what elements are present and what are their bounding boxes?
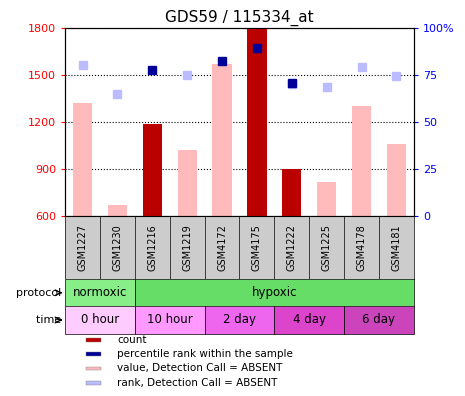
Bar	[387, 144, 406, 216]
Bar	[135, 307, 205, 333]
Text: GSM4175: GSM4175	[252, 224, 262, 271]
Text: GSM1219: GSM1219	[182, 224, 192, 271]
Bar	[108, 205, 127, 216]
Bar	[73, 103, 92, 216]
Bar	[86, 352, 100, 356]
Bar	[86, 338, 100, 342]
Bar	[213, 64, 232, 216]
Text: protocol: protocol	[16, 288, 65, 298]
Text: normoxic: normoxic	[73, 286, 127, 299]
Bar	[247, 29, 266, 216]
Bar	[178, 150, 197, 216]
Text: GSM1222: GSM1222	[287, 224, 297, 271]
Text: 6 day: 6 day	[363, 314, 395, 326]
Text: GSM4172: GSM4172	[217, 224, 227, 271]
Text: time: time	[36, 315, 65, 325]
Bar	[205, 307, 274, 333]
Text: value, Detection Call = ABSENT: value, Detection Call = ABSENT	[117, 364, 283, 373]
Text: count: count	[117, 335, 147, 345]
Text: rank, Detection Call = ABSENT: rank, Detection Call = ABSENT	[117, 378, 278, 388]
Text: GSM4178: GSM4178	[357, 224, 366, 271]
Bar	[352, 106, 371, 216]
Text: GSM1227: GSM1227	[78, 224, 87, 271]
Text: percentile rank within the sample: percentile rank within the sample	[117, 349, 293, 359]
Title: GDS59 / 115334_at: GDS59 / 115334_at	[165, 10, 314, 27]
Text: 10 hour: 10 hour	[147, 314, 193, 326]
Text: 2 day: 2 day	[223, 314, 256, 326]
Text: 0 hour: 0 hour	[81, 314, 119, 326]
Text: hypoxic: hypoxic	[252, 286, 297, 299]
Bar	[344, 307, 414, 333]
Text: GSM1230: GSM1230	[113, 224, 122, 271]
Bar	[65, 307, 135, 333]
Bar	[65, 279, 135, 307]
Bar	[274, 307, 344, 333]
Bar	[317, 182, 336, 216]
Text: 4 day: 4 day	[293, 314, 325, 326]
Bar	[135, 279, 414, 307]
Text: GSM1216: GSM1216	[147, 224, 157, 271]
Text: GSM4181: GSM4181	[392, 225, 401, 271]
Bar	[86, 381, 100, 385]
Bar	[282, 169, 301, 216]
Bar	[86, 367, 100, 370]
Bar	[143, 124, 162, 216]
Text: GSM1225: GSM1225	[322, 224, 332, 271]
